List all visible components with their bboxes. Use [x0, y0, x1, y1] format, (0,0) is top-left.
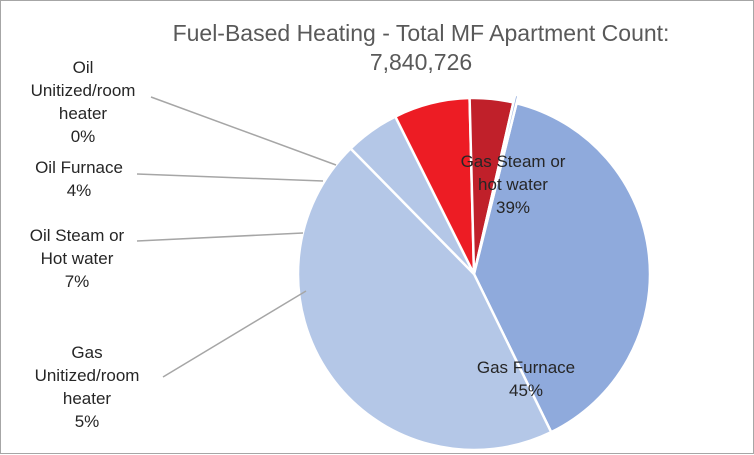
slice-category-label-1: hot water — [478, 175, 548, 194]
slice-category-label-4: Oil Steam or — [30, 226, 125, 245]
slice-category-label-6: Oil — [73, 58, 94, 77]
slice-category-label-2: Gas Furnace — [477, 358, 575, 377]
chart-title-line-2: 7,840,726 — [370, 49, 472, 75]
slice-value-label-4: 7% — [65, 272, 90, 291]
slice-labels: Gas Steam or hot water 39% Gas Furnace 45% Ga… — [30, 58, 575, 431]
slice-category-label-4: Hot water — [41, 249, 114, 268]
pie-slice-1 — [472, 101, 652, 434]
slice-value-label-2: 45% — [509, 381, 543, 400]
slice-category-label-6: Unitized/room — [31, 81, 136, 100]
slice-category-label-1: Gas Steam or — [461, 152, 566, 171]
slice-value-label-1: 39% — [496, 198, 530, 217]
leader-line-3 — [162, 290, 307, 378]
pie-slices — [296, 93, 652, 452]
slice-value-label-3: 5% — [75, 412, 100, 431]
slice-category-label-3: Unitized/room — [35, 366, 140, 385]
pie-slice-6 — [474, 93, 520, 267]
leader-line-5 — [136, 173, 324, 182]
pie-slice-2 — [296, 146, 553, 452]
slice-value-label-5: 4% — [67, 181, 92, 200]
slice-category-label-3: Gas — [71, 343, 102, 362]
slice-category-label-5: Oil Furnace — [35, 158, 123, 177]
slice-category-label-3: heater — [63, 389, 112, 408]
chart-title-line-1: Fuel-Based Heating - Total MF Apartment … — [173, 20, 670, 46]
leader-lines — [136, 96, 337, 378]
slice-category-label-6: heater — [59, 104, 108, 123]
slice-value-label-6: 0% — [71, 127, 96, 146]
leader-line-4 — [136, 232, 304, 242]
leader-line-6 — [150, 96, 337, 166]
